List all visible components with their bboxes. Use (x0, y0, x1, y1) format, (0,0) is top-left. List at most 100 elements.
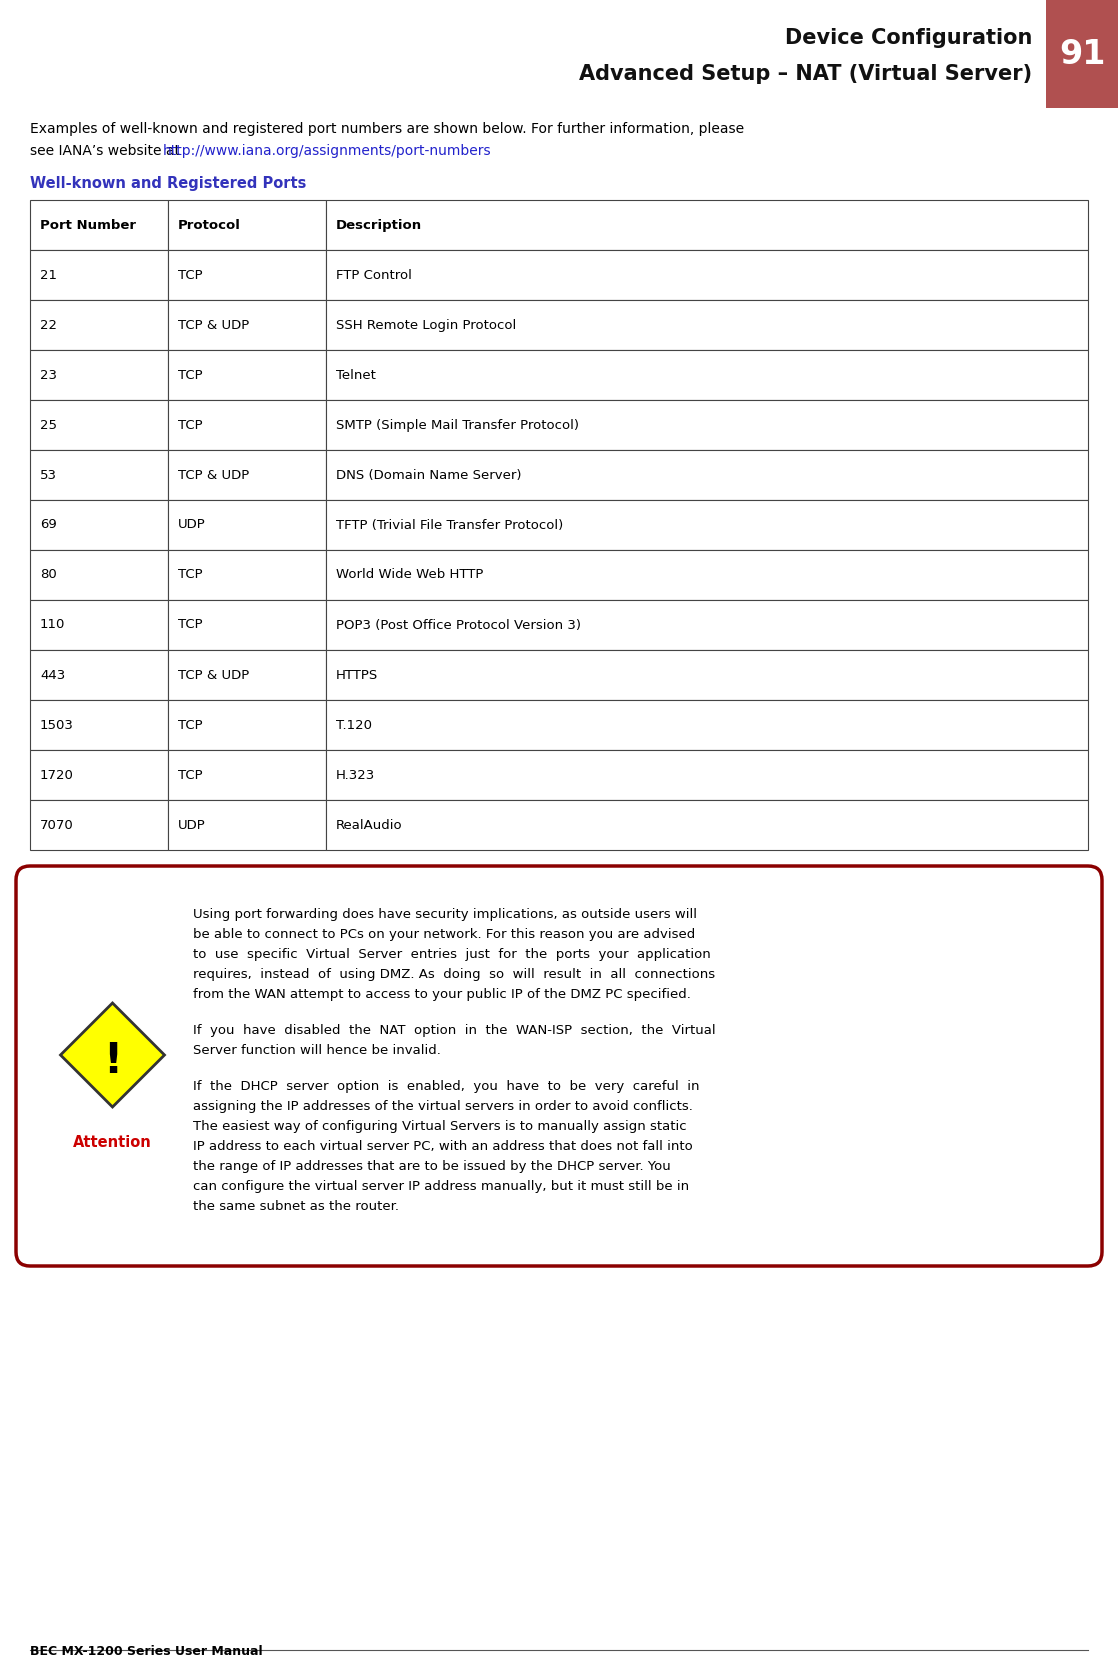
Bar (30, 550, 168, 600)
Bar (326, 350, 1088, 401)
Text: Attention: Attention (73, 1135, 152, 1150)
Text: 80: 80 (40, 569, 57, 582)
Text: from the WAN attempt to access to your public IP of the DMZ PC specified.: from the WAN attempt to access to your p… (193, 988, 691, 1001)
Text: IP address to each virtual server PC, with an address that does not fall into: IP address to each virtual server PC, wi… (193, 1140, 693, 1154)
Text: H.323: H.323 (337, 768, 376, 781)
Bar (326, 250, 1088, 300)
Bar (168, 699, 326, 750)
Text: Server function will hence be invalid.: Server function will hence be invalid. (193, 1045, 440, 1057)
Bar (168, 250, 326, 300)
Text: 21: 21 (40, 268, 57, 282)
Text: !: ! (103, 1040, 122, 1082)
Text: 25: 25 (40, 419, 57, 431)
Bar (326, 200, 1088, 250)
Bar (1046, 0, 1118, 107)
Bar (30, 449, 168, 500)
Text: Description: Description (337, 218, 423, 231)
Text: UDP: UDP (178, 518, 206, 532)
Bar (326, 401, 1088, 449)
Text: Device Configuration: Device Configuration (785, 29, 1032, 49)
Text: Using port forwarding does have security implications, as outside users will: Using port forwarding does have security… (193, 907, 697, 921)
Text: SSH Remote Login Protocol: SSH Remote Login Protocol (337, 319, 517, 332)
Bar (30, 699, 168, 750)
Text: 69: 69 (40, 518, 57, 532)
Bar (326, 750, 1088, 800)
Text: Telnet: Telnet (337, 369, 376, 381)
Bar (326, 300, 1088, 350)
Text: Examples of well-known and registered port numbers are shown below. For further : Examples of well-known and registered po… (30, 122, 745, 136)
Text: the range of IP addresses that are to be issued by the DHCP server. You: the range of IP addresses that are to be… (193, 1160, 671, 1172)
Bar (168, 500, 326, 550)
Text: see IANA’s website at: see IANA’s website at (30, 144, 184, 158)
Text: POP3 (Post Office Protocol Version 3): POP3 (Post Office Protocol Version 3) (337, 619, 581, 632)
Text: The easiest way of configuring Virtual Servers is to manually assign static: The easiest way of configuring Virtual S… (193, 1120, 686, 1134)
Bar (30, 800, 168, 850)
Bar (30, 500, 168, 550)
Bar (168, 300, 326, 350)
Polygon shape (60, 1003, 164, 1107)
Text: TCP: TCP (178, 619, 202, 632)
Text: be able to connect to PCs on your network. For this reason you are advised: be able to connect to PCs on your networ… (193, 927, 695, 941)
Bar (326, 651, 1088, 699)
Bar (326, 600, 1088, 651)
Bar (326, 699, 1088, 750)
Text: World Wide Web HTTP: World Wide Web HTTP (337, 569, 484, 582)
Text: FTP Control: FTP Control (337, 268, 413, 282)
Text: can configure the virtual server IP address manually, but it must still be in: can configure the virtual server IP addr… (193, 1181, 689, 1192)
Text: TCP & UDP: TCP & UDP (178, 319, 249, 332)
Text: TCP: TCP (178, 768, 202, 781)
Text: TCP & UDP: TCP & UDP (178, 669, 249, 681)
Bar (30, 350, 168, 401)
Text: 110: 110 (40, 619, 65, 632)
Bar (326, 500, 1088, 550)
Text: 443: 443 (40, 669, 65, 681)
Bar (30, 200, 168, 250)
Text: 1720: 1720 (40, 768, 74, 781)
Bar (30, 600, 168, 651)
Bar (168, 800, 326, 850)
Bar (168, 200, 326, 250)
Text: TCP: TCP (178, 718, 202, 731)
Text: If  the  DHCP  server  option  is  enabled,  you  have  to  be  very  careful  i: If the DHCP server option is enabled, yo… (193, 1080, 700, 1093)
Text: TCP & UDP: TCP & UDP (178, 468, 249, 481)
Text: T.120: T.120 (337, 718, 372, 731)
Text: http://www.iana.org/assignments/port-numbers: http://www.iana.org/assignments/port-num… (163, 144, 492, 158)
Text: 53: 53 (40, 468, 57, 481)
Bar (30, 651, 168, 699)
Text: TFTP (Trivial File Transfer Protocol): TFTP (Trivial File Transfer Protocol) (337, 518, 563, 532)
Bar (168, 401, 326, 449)
Text: TCP: TCP (178, 569, 202, 582)
Bar (326, 449, 1088, 500)
Text: TCP: TCP (178, 419, 202, 431)
Text: 22: 22 (40, 319, 57, 332)
Text: 1503: 1503 (40, 718, 74, 731)
Text: requires,  instead  of  using DMZ. As  doing  so  will  result  in  all  connect: requires, instead of using DMZ. As doing… (193, 968, 716, 981)
Bar (168, 600, 326, 651)
Bar (326, 550, 1088, 600)
Bar (168, 750, 326, 800)
Text: to  use  specific  Virtual  Server  entries  just  for  the  ports  your  applic: to use specific Virtual Server entries j… (193, 948, 711, 961)
Bar (30, 300, 168, 350)
Text: the same subnet as the router.: the same subnet as the router. (193, 1201, 399, 1212)
Text: TCP: TCP (178, 268, 202, 282)
Text: Protocol: Protocol (178, 218, 240, 231)
Bar (30, 250, 168, 300)
Bar (168, 350, 326, 401)
Text: 91: 91 (1059, 37, 1106, 70)
Text: SMTP (Simple Mail Transfer Protocol): SMTP (Simple Mail Transfer Protocol) (337, 419, 579, 431)
Text: If  you  have  disabled  the  NAT  option  in  the  WAN-ISP  section,  the  Virt: If you have disabled the NAT option in t… (193, 1025, 716, 1036)
Text: HTTPS: HTTPS (337, 669, 379, 681)
Bar (30, 401, 168, 449)
Text: assigning the IP addresses of the virtual servers in order to avoid conflicts.: assigning the IP addresses of the virtua… (193, 1100, 693, 1114)
Text: Port Number: Port Number (40, 218, 136, 231)
Text: TCP: TCP (178, 369, 202, 381)
Text: 7070: 7070 (40, 818, 74, 832)
Bar (168, 550, 326, 600)
Bar (168, 651, 326, 699)
Bar (30, 750, 168, 800)
Bar (326, 800, 1088, 850)
Text: BEC MX-1200 Series User Manual: BEC MX-1200 Series User Manual (30, 1645, 263, 1659)
Text: RealAudio: RealAudio (337, 818, 402, 832)
Text: UDP: UDP (178, 818, 206, 832)
Text: Well-known and Registered Ports: Well-known and Registered Ports (30, 176, 306, 191)
